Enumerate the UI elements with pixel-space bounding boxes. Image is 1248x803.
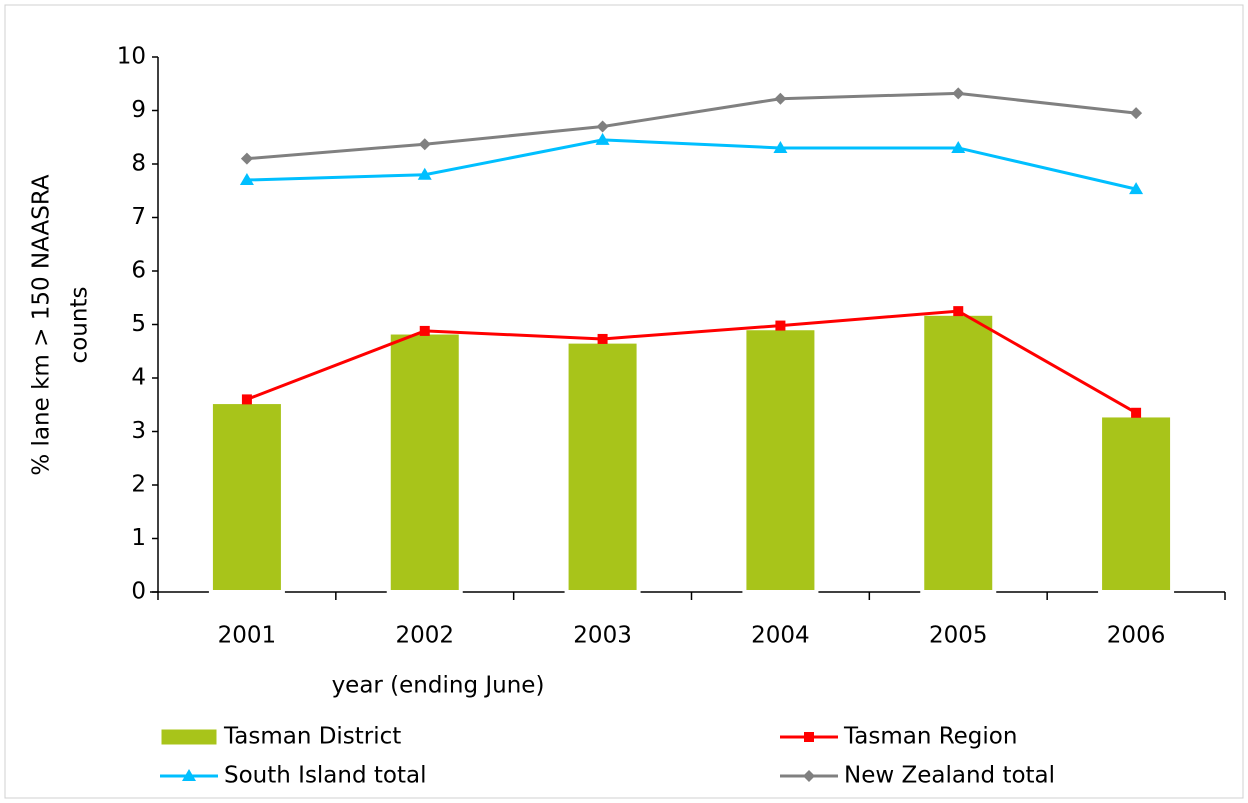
- marker: [595, 132, 610, 145]
- x-axis-title: year (ending June): [332, 673, 545, 699]
- legend-marker: [804, 732, 814, 742]
- y-tick-label: 9: [131, 97, 146, 123]
- marker: [1129, 182, 1144, 195]
- marker: [1130, 107, 1143, 120]
- y-tick-label: 2: [131, 472, 146, 498]
- x-tick-label: 2004: [751, 623, 810, 649]
- x-tick-label: 2001: [218, 623, 277, 649]
- bar: [920, 311, 997, 594]
- y-tick-label: 1: [131, 525, 146, 551]
- line: [246, 309, 1137, 415]
- y-tick-label: 3: [131, 418, 146, 444]
- line: [246, 91, 1137, 161]
- y-tick-label: 4: [131, 365, 146, 391]
- marker: [953, 306, 964, 317]
- marker: [241, 394, 252, 405]
- marker: [417, 167, 432, 180]
- legend-label: New Zealand total: [844, 763, 1055, 789]
- bar: [564, 339, 641, 594]
- marker: [775, 320, 786, 331]
- marker: [418, 138, 431, 151]
- legend-label: Tasman District: [223, 724, 401, 750]
- y-tick-label: 0: [131, 579, 146, 605]
- bar: [742, 326, 819, 594]
- legend-marker: [803, 770, 815, 782]
- marker: [419, 325, 430, 336]
- legend-swatch: [158, 726, 220, 748]
- marker: [951, 140, 966, 153]
- bar: [386, 330, 463, 594]
- marker: [774, 92, 787, 105]
- legend-label: South Island total: [224, 763, 427, 789]
- y-tick-label: 7: [131, 204, 146, 230]
- marker: [773, 140, 788, 153]
- marker: [952, 87, 965, 100]
- marker: [239, 173, 254, 186]
- y-tick-label: 10: [117, 44, 146, 70]
- marker: [1131, 407, 1142, 418]
- legend-label: Tasman Region: [843, 724, 1017, 750]
- y-axis-title: % lane km > 150 NAASRA: [29, 174, 55, 475]
- x-tick-label: 2006: [1107, 623, 1166, 649]
- bar: [208, 400, 285, 595]
- marker: [596, 120, 609, 133]
- y-tick-label: 5: [131, 311, 146, 337]
- bar: [1098, 413, 1175, 595]
- marker: [240, 152, 253, 165]
- y-tick-label: 6: [131, 258, 146, 284]
- x-tick-label: 2005: [929, 623, 988, 649]
- marker: [597, 333, 608, 344]
- legend-marker: [182, 769, 196, 781]
- line: [246, 138, 1137, 191]
- y-tick-label: 8: [131, 151, 146, 177]
- y-axis-title: counts: [67, 287, 93, 364]
- x-tick-label: 2003: [573, 623, 632, 649]
- x-tick-label: 2002: [395, 623, 454, 649]
